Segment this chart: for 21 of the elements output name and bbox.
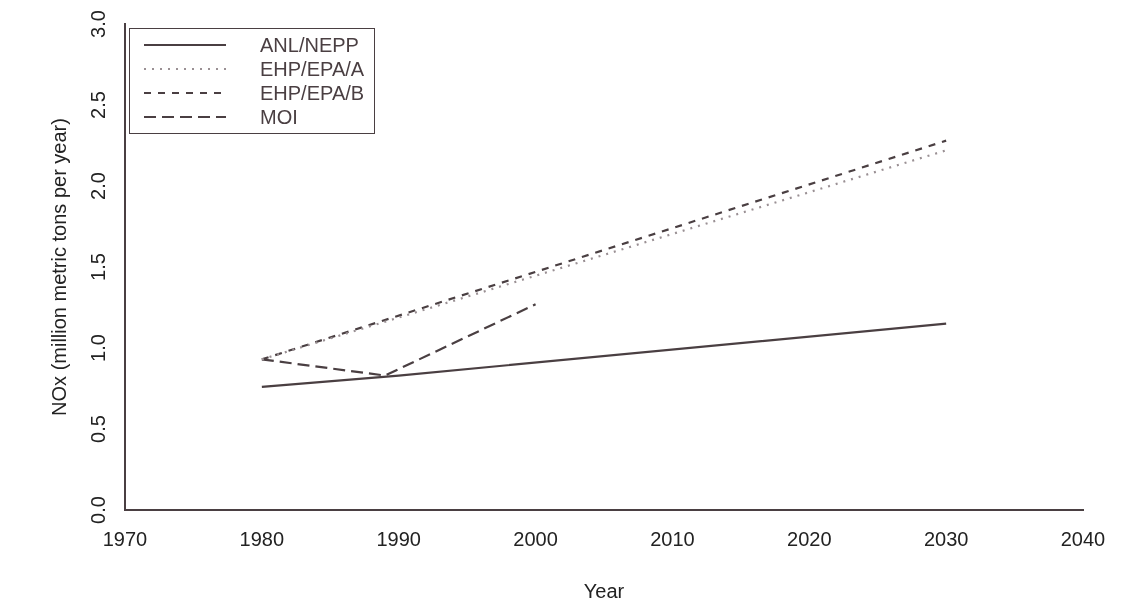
- y-axis-title: NOx (million metric tons per year): [47, 118, 70, 416]
- x-axis-title: Year: [583, 579, 625, 602]
- x-tick-label: 2040: [1060, 527, 1106, 550]
- y-tick-label: 1.0: [86, 334, 109, 362]
- x-tick-label: 2020: [787, 527, 832, 550]
- y-tick-label: 2.5: [86, 91, 109, 119]
- x-tick-label: 1970: [102, 527, 148, 550]
- y-tick-label: 2.0: [86, 172, 109, 200]
- y-tick-label: 1.5: [86, 253, 109, 281]
- x-tick-label: 1990: [376, 527, 421, 550]
- legend-label: MOI: [260, 105, 298, 129]
- x-tick-label: 2010: [650, 527, 695, 550]
- legend-label: EHP/EPA/A: [260, 57, 365, 81]
- y-tick-label: 0.5: [86, 415, 109, 443]
- x-tick-label: 2030: [923, 527, 969, 550]
- legend-label: EHP/EPA/B: [260, 81, 365, 105]
- x-tick-label: 2000: [513, 527, 558, 550]
- x-tick-label: 1980: [239, 527, 285, 550]
- y-tick-label: 0.0: [86, 496, 109, 524]
- y-tick-label: 3.0: [86, 10, 109, 38]
- legend-label: ANL/NEPP: [260, 33, 359, 57]
